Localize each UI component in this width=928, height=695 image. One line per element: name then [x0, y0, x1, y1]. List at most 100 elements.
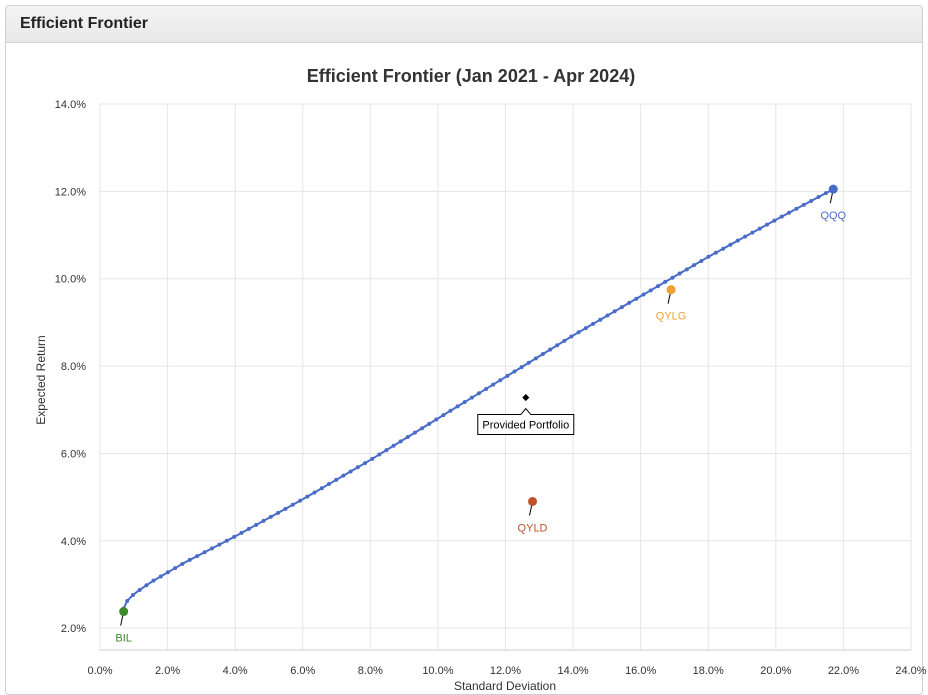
frontier-point: [484, 386, 489, 391]
frontier-point: [224, 538, 229, 543]
frontier-point: [462, 400, 467, 405]
frontier-point: [677, 271, 682, 276]
frontier-point: [801, 202, 806, 207]
frontier-point: [290, 502, 295, 507]
frontier-point: [605, 313, 610, 318]
frontier-point: [598, 317, 603, 322]
frontier-point: [619, 305, 624, 310]
frontier-point: [823, 191, 828, 196]
provided-portfolio: Provided Portfolio: [477, 393, 575, 436]
y-axis-title: Expected Return: [34, 335, 48, 424]
x-axis-title: Standard Deviation: [454, 679, 556, 692]
frontier-point: [455, 404, 460, 409]
frontier-point: [476, 391, 481, 396]
frontier-point: [151, 578, 156, 583]
frontier-point: [363, 461, 368, 466]
x-tick-label: 8.0%: [358, 665, 383, 677]
frontier-point: [670, 275, 675, 280]
frontier-point: [750, 230, 755, 235]
panel-title: Efficient Frontier: [20, 15, 149, 32]
frontier-point: [283, 506, 288, 511]
asset-label-bil: BIL: [115, 633, 132, 645]
frontier-point: [202, 550, 207, 555]
frontier-point: [239, 530, 244, 535]
provided-portfolio-tooltip-box: [477, 407, 575, 436]
x-tick-label: 6.0%: [290, 665, 315, 677]
asset-point-bil: [119, 607, 129, 617]
x-tick-label: 14.0%: [557, 665, 588, 677]
frontier-point: [699, 258, 704, 263]
x-tick-label: 24.0%: [895, 665, 926, 677]
frontier-point: [187, 557, 192, 562]
x-tick-label: 10.0%: [422, 665, 453, 677]
frontier-point: [569, 334, 574, 339]
frontier-point: [420, 426, 425, 431]
frontier-point: [612, 309, 617, 314]
frontier-point: [634, 296, 639, 301]
y-tick-label: 10.0%: [55, 274, 86, 286]
frontier-point: [533, 356, 538, 361]
frontier-point: [562, 338, 567, 343]
frontier-point: [377, 452, 382, 457]
frontier-point: [130, 592, 135, 597]
frontier-point: [398, 439, 403, 444]
frontier-point: [692, 263, 697, 268]
frontier-point: [469, 395, 474, 400]
frontier-point: [721, 246, 726, 251]
frontier-point: [195, 554, 200, 559]
frontier-point: [627, 300, 632, 305]
frontier-point: [512, 369, 517, 374]
frontier-point: [713, 250, 718, 255]
frontier-point: [576, 330, 581, 335]
frontier-point: [684, 267, 689, 272]
x-tick-label: 4.0%: [223, 665, 248, 677]
y-tick-label: 2.0%: [61, 623, 86, 635]
frontier-point: [217, 542, 222, 547]
frontier-point: [268, 514, 273, 519]
frontier-point: [326, 482, 331, 487]
frontier-point: [173, 566, 178, 571]
frontier-point: [165, 570, 170, 575]
frontier-point: [757, 226, 762, 231]
frontier-point: [137, 587, 142, 592]
asset-label-qyld: QYLD: [518, 522, 548, 534]
frontier-point: [505, 373, 510, 378]
provided-portfolio-label: Provided Portfolio: [482, 420, 569, 432]
frontier-point: [765, 222, 770, 227]
y-axis-ticks: 2.0% 4.0% 6.0% 8.0% 10.0% 12.0% 14.0%: [55, 99, 86, 635]
asset-label-qqq: QQQ: [820, 210, 846, 222]
frontier-point: [648, 288, 653, 293]
panel-header: Efficient Frontier: [6, 6, 922, 43]
frontier-point: [370, 456, 375, 461]
frontier-point: [144, 583, 149, 588]
frontier-point: [232, 534, 237, 539]
frontier-point: [448, 408, 453, 413]
frontier-point: [341, 473, 346, 478]
frontier-point: [312, 490, 317, 495]
frontier-point: [655, 284, 660, 289]
frontier-point: [348, 469, 353, 474]
frontier-point: [498, 378, 503, 383]
frontier-point: [298, 498, 303, 503]
frontier-point: [663, 279, 668, 284]
provided-portfolio-marker: [522, 393, 530, 402]
frontier-point: [583, 326, 588, 331]
frontier-point: [735, 238, 740, 243]
frontier-point: [491, 382, 496, 387]
frontier-point: [743, 234, 748, 239]
frontier-point: [158, 574, 163, 579]
frontier-point: [434, 417, 439, 422]
frontier-point: [816, 195, 821, 200]
frontier-point: [405, 434, 410, 439]
frontier-series: [121, 187, 836, 611]
frontier-point: [441, 413, 446, 418]
frontier-point: [125, 598, 130, 603]
frontier-point: [779, 214, 784, 219]
x-tick-label: 0.0%: [87, 665, 112, 677]
y-tick-label: 14.0%: [55, 99, 86, 111]
frontier-point: [319, 486, 324, 491]
frontier-point: [809, 198, 814, 203]
asset-label-qylg: QYLG: [656, 311, 687, 323]
x-tick-label: 18.0%: [693, 665, 724, 677]
